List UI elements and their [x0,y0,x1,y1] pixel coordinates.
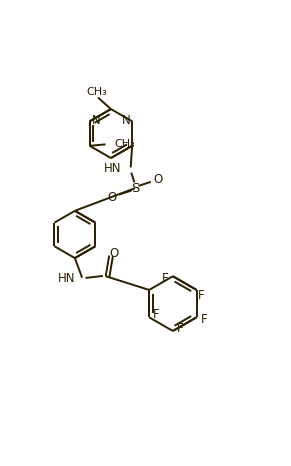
Text: N: N [92,114,100,127]
Text: HN: HN [104,162,121,175]
Text: O: O [154,173,163,186]
Text: O: O [109,247,118,260]
Text: CH₃: CH₃ [115,139,136,149]
Text: O: O [107,191,116,204]
Text: HN: HN [57,272,75,285]
Text: F: F [198,288,205,302]
Text: CH₃: CH₃ [86,87,107,97]
Text: S: S [131,182,139,195]
Text: F: F [177,322,184,335]
Text: N: N [121,114,130,127]
Text: F: F [201,313,207,326]
Text: F: F [153,308,160,321]
Text: F: F [162,272,169,285]
